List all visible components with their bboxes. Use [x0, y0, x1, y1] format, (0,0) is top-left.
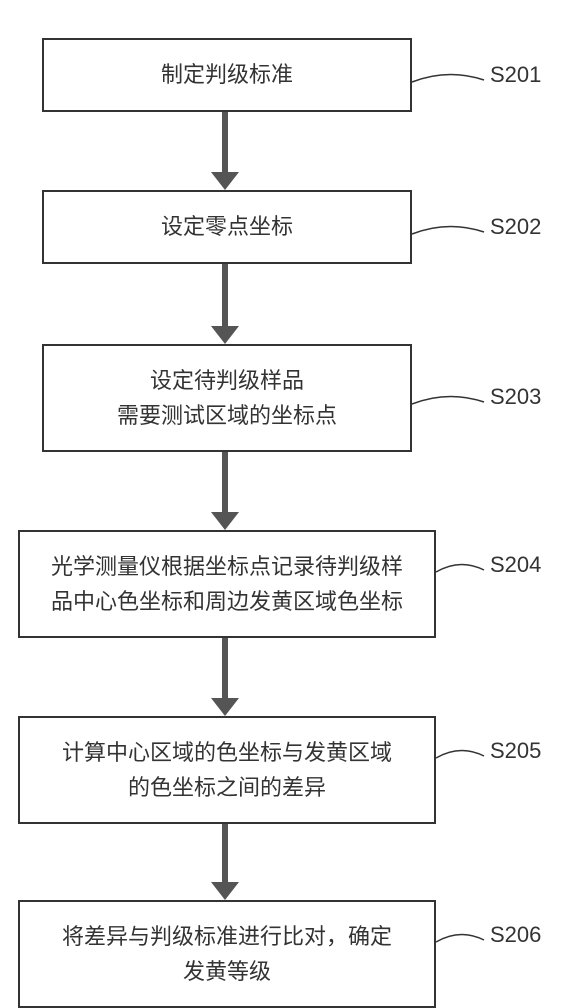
- step-label-s202: S202: [490, 214, 541, 240]
- step-box-s205: 计算中心区域的色坐标与发黄区域 的色坐标之间的差异: [18, 716, 436, 824]
- step-box-s206: 将差异与判级标准进行比对，确定 发黄等级: [18, 900, 436, 1008]
- arrow-line: [222, 824, 228, 882]
- step-box-s204: 光学测量仪根据坐标点记录待判级样 品中心色坐标和周边发黄区域色坐标: [18, 530, 436, 638]
- step-label-s201: S201: [490, 62, 541, 88]
- connector-curve-icon: [431, 551, 489, 581]
- step-label-s203: S203: [490, 384, 541, 410]
- connector-curve-icon: [431, 921, 489, 951]
- flowchart-container: 制定判级标准 S201 设定零点坐标 S202 设定待判级样品 需要测试区域的坐标点 S2…: [0, 0, 569, 1000]
- arrow-head: [211, 326, 239, 344]
- step-text: 光学测量仪根据坐标点记录待判级样 品中心色坐标和周边发黄区域色坐标: [51, 549, 403, 619]
- connector-curve-icon: [431, 737, 489, 767]
- arrow-line: [222, 452, 228, 512]
- arrow-down-icon: [210, 824, 240, 900]
- connector-curve-icon: [407, 383, 489, 413]
- arrow-head: [211, 882, 239, 900]
- step-text: 设定待判级样品 需要测试区域的坐标点: [117, 363, 337, 433]
- connector-curve-icon: [407, 61, 489, 91]
- arrow-down-icon: [210, 264, 240, 344]
- arrow-head: [211, 512, 239, 530]
- step-label-s205: S205: [490, 738, 541, 764]
- step-text: 计算中心区域的色坐标与发黄区域 的色坐标之间的差异: [62, 735, 392, 805]
- step-text: 将差异与判级标准进行比对，确定 发黄等级: [62, 919, 392, 989]
- arrow-down-icon: [210, 112, 240, 190]
- step-text: 设定零点坐标: [161, 209, 293, 244]
- arrow-down-icon: [210, 452, 240, 530]
- step-box-s201: 制定判级标准: [42, 38, 412, 112]
- arrow-head: [211, 698, 239, 716]
- step-text: 制定判级标准: [161, 57, 293, 92]
- step-label-s204: S204: [490, 552, 541, 578]
- arrow-line: [222, 264, 228, 326]
- step-label-s206: S206: [490, 922, 541, 948]
- arrow-down-icon: [210, 638, 240, 716]
- step-box-s203: 设定待判级样品 需要测试区域的坐标点: [42, 344, 412, 452]
- arrow-line: [222, 638, 228, 698]
- step-box-s202: 设定零点坐标: [42, 190, 412, 264]
- arrow-head: [211, 172, 239, 190]
- arrow-line: [222, 112, 228, 172]
- connector-curve-icon: [407, 213, 489, 243]
